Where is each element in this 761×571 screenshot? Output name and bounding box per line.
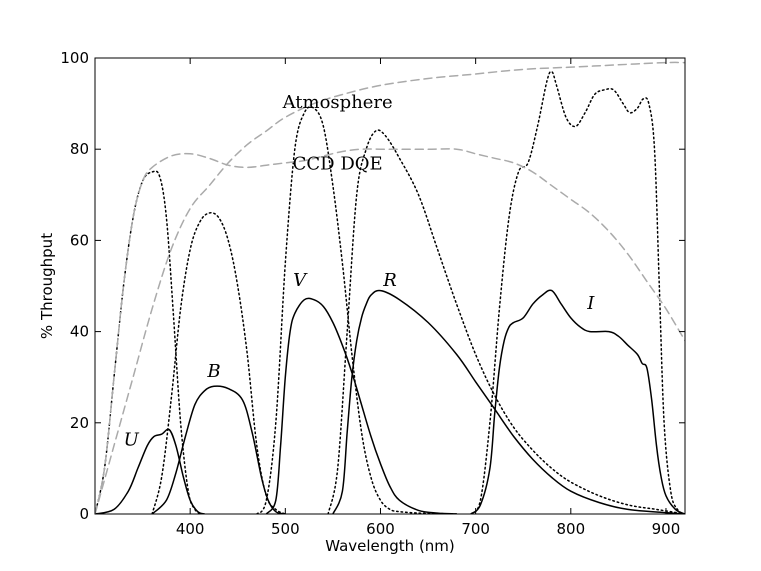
x-tick-label: 700 bbox=[461, 520, 490, 538]
series-r-filter bbox=[327, 129, 685, 514]
y-tick-label: 40 bbox=[70, 323, 89, 341]
plot-frame bbox=[94, 57, 686, 515]
y-axis-label: % Throughput bbox=[38, 233, 56, 339]
annotation-i: I bbox=[586, 293, 595, 314]
annotation-b: B bbox=[206, 361, 220, 382]
tick-layer: 400 500 600 700 800 900 0 20 40 60 80 100 bbox=[60, 49, 685, 538]
x-tick-label: 600 bbox=[366, 520, 395, 538]
series-u bbox=[95, 428, 206, 514]
y-tick-label: 80 bbox=[70, 140, 89, 158]
series-layer bbox=[95, 61, 685, 514]
annotation-atmosphere: Atmosphere bbox=[282, 92, 393, 113]
series-ccd-dqe bbox=[95, 148, 685, 514]
series-i bbox=[470, 289, 685, 514]
series-b-filter bbox=[151, 212, 287, 514]
annotation-r: R bbox=[382, 270, 397, 291]
series-atmosphere bbox=[95, 61, 685, 514]
x-axis-label: Wavelength (nm) bbox=[325, 537, 455, 555]
y-tick-label: 60 bbox=[70, 231, 89, 249]
y-tick-label: 100 bbox=[60, 49, 89, 67]
annotation-u: U bbox=[124, 430, 140, 451]
annotation-layer: Atmosphere CCD DQE U B V R I bbox=[124, 92, 596, 450]
x-tick-label: 400 bbox=[176, 520, 205, 538]
x-tick-label: 500 bbox=[271, 520, 300, 538]
annotation-ccd-dqe: CCD DQE bbox=[293, 154, 383, 175]
annotation-v: V bbox=[293, 270, 308, 291]
y-tick-label: 20 bbox=[70, 414, 89, 432]
x-tick-label: 900 bbox=[652, 520, 681, 538]
series-r bbox=[332, 289, 685, 514]
y-tick-label: 0 bbox=[79, 505, 89, 523]
series-i-filter bbox=[470, 70, 685, 514]
series-v bbox=[265, 297, 458, 514]
series-u-filter bbox=[95, 170, 203, 514]
x-tick-label: 800 bbox=[556, 520, 585, 538]
series-v-filter bbox=[256, 106, 458, 514]
